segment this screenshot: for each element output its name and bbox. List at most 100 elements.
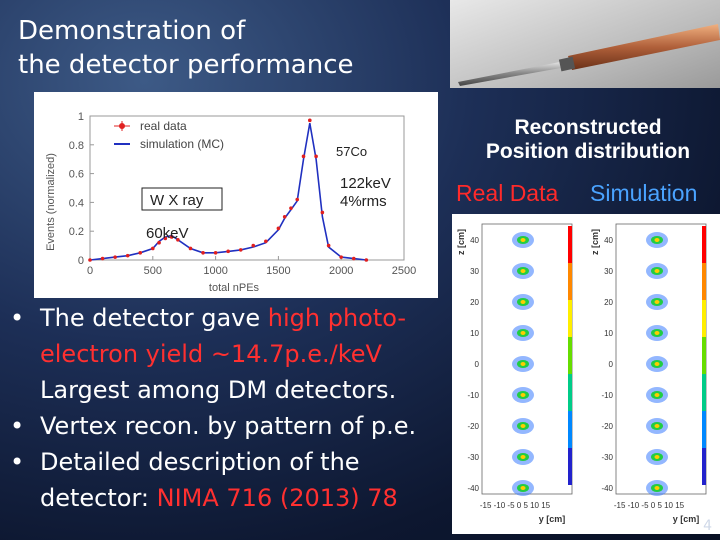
y-axis-label: y [cm] — [673, 514, 700, 524]
real-data-point — [100, 256, 105, 261]
y-tick-label: 0.6 — [69, 169, 84, 181]
wxray-box — [141, 187, 223, 211]
legend-simulation: simulation (MC) — [140, 137, 224, 151]
legend: real data simulation (MC) — [114, 119, 224, 151]
position-maps-plot: 40 30 20 10 0 -10 -20 -30 -40 z [cm] -15 -10 -5 0 … — [456, 223, 707, 524]
title-line-2: the detector performance — [18, 50, 354, 80]
spectrum-chart: 1 0.8 0.6 0.4 0.2 0 0 500 1000 1500 2000 2500 Event… — [34, 92, 438, 298]
real-data-point — [238, 248, 243, 252]
recon-title-line-1: Reconstructed — [514, 116, 662, 139]
real-data-point — [320, 210, 325, 215]
bullet-item: • Vertex recon. by pattern of p.e. — [0, 408, 450, 444]
z-tick-label: -10 — [601, 391, 613, 400]
position-blob-peak — [520, 238, 526, 242]
color-scale-segment — [568, 226, 572, 263]
color-scale-segment — [702, 337, 706, 374]
y-tick-labels: -15 -10 -5 0 5 10 15 — [480, 501, 551, 510]
position-blob-peak — [520, 362, 526, 366]
real-data-point — [264, 239, 268, 244]
z-tick-label: 10 — [470, 329, 479, 338]
simulation-label: Simulation — [590, 180, 698, 206]
bullet-2-text: Vertex recon. by pattern of p.e. — [40, 412, 417, 440]
bullet-3-text: Detailed description of the detector: — [40, 448, 360, 512]
color-scale-segment — [568, 300, 572, 337]
y-axis-label: Events (normalized) — [45, 153, 57, 251]
color-scale-segment — [702, 374, 706, 411]
color-scale-segment — [568, 374, 572, 411]
real-data-point — [151, 246, 155, 251]
position-blob-peak — [654, 331, 660, 335]
bullet-1-text: The detector gave — [40, 304, 268, 332]
legend-real-data: real data — [140, 119, 187, 133]
real-data-point — [326, 243, 331, 248]
detector-photo — [450, 0, 720, 88]
real-data-point — [88, 258, 92, 262]
y-tick-label: 1 — [78, 111, 84, 123]
x-tick-label: 500 — [144, 265, 162, 277]
position-blob-peak — [654, 393, 660, 397]
y-tick-label: 0 — [78, 255, 84, 267]
color-scale-segment — [568, 411, 572, 448]
z-tick-label: -40 — [467, 484, 479, 493]
z-axis-label: z [cm] — [590, 229, 600, 255]
real-data-point — [125, 253, 130, 258]
real-data-point — [138, 251, 143, 255]
y-tick-label: 0.2 — [69, 226, 84, 238]
recon-title: Reconstructed Position distribution — [458, 116, 718, 164]
position-blob-peak — [654, 362, 660, 366]
real-data-point — [301, 154, 306, 159]
bullet-1-highlight: high photo-electron yield ~14.7p.e./keV — [40, 304, 407, 368]
z-tick-label: 0 — [475, 360, 480, 369]
annotation-4rms: 4%rms — [340, 193, 387, 210]
annotation-co57: 57Co — [336, 144, 367, 159]
slide-title: Demonstration of the detector performanc… — [18, 14, 354, 82]
color-scale-segment — [702, 226, 706, 263]
color-scale-segment — [702, 300, 706, 337]
real-data-point — [188, 246, 193, 251]
real-data-point — [113, 255, 117, 259]
real-data-point — [176, 238, 180, 242]
z-tick-label: 40 — [470, 236, 479, 245]
bullet-1-tail: Largest among DM detectors. — [40, 376, 397, 404]
annotation-60kev: 60keV — [146, 225, 189, 242]
position-blob-peak — [654, 269, 660, 273]
bullet-dot: • — [10, 304, 25, 332]
z-tick-label: -30 — [467, 453, 479, 462]
bullet-3-reference: NIMA 716 (2013) 78 — [156, 484, 398, 512]
z-tick-label: -10 — [467, 391, 479, 400]
z-tick-label: -40 — [601, 484, 613, 493]
annotation-wxray: W X ray — [150, 192, 204, 209]
z-tick-label: 40 — [604, 236, 613, 245]
y-tick-label: 0.8 — [69, 140, 84, 152]
position-blob-peak — [520, 300, 526, 304]
position-distribution-maps: 40 30 20 10 0 -10 -20 -30 -40 z [cm] -15 -10 -5 0 … — [452, 214, 720, 534]
position-blob-peak — [520, 393, 526, 397]
real-data-point — [169, 235, 174, 239]
real-data-point — [364, 258, 369, 262]
title-line-1: Demonstration of — [18, 16, 246, 46]
simulation-line — [89, 123, 367, 261]
color-scale-segment — [702, 411, 706, 448]
position-blob-peak — [654, 300, 660, 304]
real-data-point — [213, 251, 218, 255]
z-tick-label: 10 — [604, 329, 613, 338]
x-tick-label: 1000 — [203, 265, 227, 277]
real-data-map: 40 30 20 10 0 -10 -20 -30 -40 z [cm] -15 -10 -5 0 … — [456, 223, 573, 524]
bullet-item: • The detector gave high photo-electron … — [0, 300, 450, 408]
z-tick-label: -30 — [601, 453, 613, 462]
position-blob-peak — [520, 455, 526, 459]
real-data-point — [163, 236, 168, 241]
bullet-list: • The detector gave high photo-electron … — [0, 300, 450, 516]
position-blob-peak — [520, 424, 526, 428]
color-scale-segment — [568, 448, 572, 485]
z-tick-label: 30 — [470, 267, 479, 276]
page-number: 4 — [703, 518, 712, 534]
x-tick-label: 2000 — [329, 265, 353, 277]
real-data-point — [282, 215, 287, 219]
bullet-dot: • — [10, 412, 25, 440]
x-tick-label: 1500 — [266, 265, 290, 277]
bullet-item: • Detailed description of the detector: … — [0, 444, 450, 516]
z-tick-label: 20 — [470, 298, 479, 307]
z-axis-label: z [cm] — [456, 229, 466, 255]
z-tick-label: 0 — [609, 360, 614, 369]
